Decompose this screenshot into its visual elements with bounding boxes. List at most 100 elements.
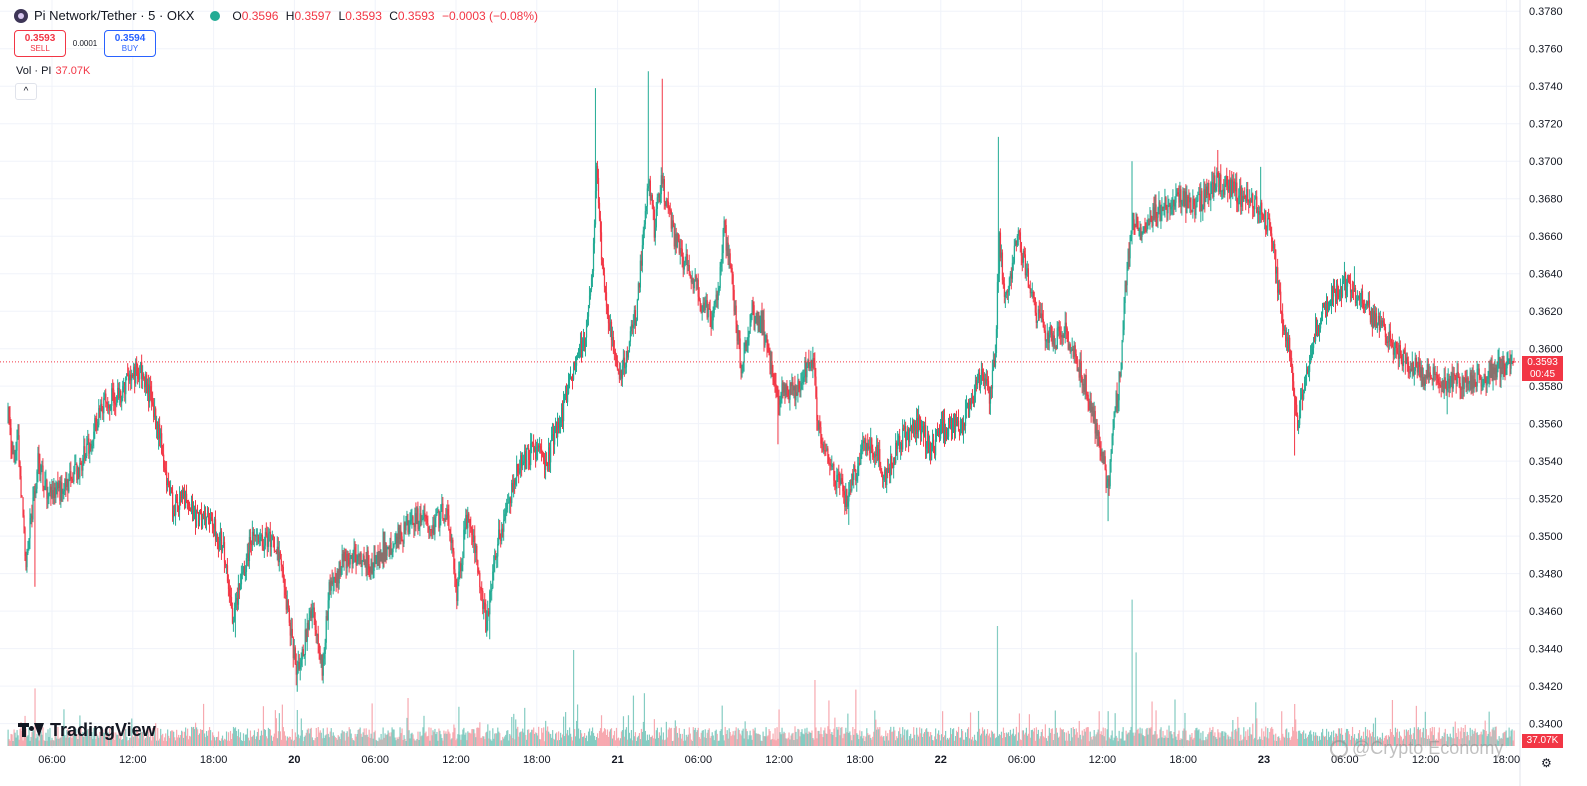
time-tick-label: 06:00	[685, 754, 713, 766]
candle-body	[403, 522, 405, 544]
volume-bar	[61, 733, 63, 746]
candle-body	[1236, 182, 1238, 203]
candle-body	[499, 529, 501, 539]
candle-body	[218, 540, 221, 550]
candle-body	[894, 457, 896, 464]
candle-body	[231, 608, 234, 623]
candle-body	[995, 329, 998, 353]
buy-button[interactable]: 0.3594 BUY	[104, 30, 156, 57]
volume-bar	[1006, 733, 1009, 746]
volume-bar	[1486, 736, 1488, 746]
volume-bar	[819, 733, 821, 746]
candle-body	[1089, 401, 1091, 410]
tradingview-logo[interactable]: TradingView	[18, 720, 156, 741]
candle-body	[921, 429, 923, 435]
candle-body	[1165, 197, 1167, 210]
volume-bar	[1100, 731, 1102, 746]
candle-body	[421, 518, 423, 523]
settings-icon[interactable]: ⚙	[1541, 756, 1552, 770]
volume-bar	[847, 713, 849, 746]
candle-body	[91, 445, 93, 449]
volume-bar	[660, 727, 662, 746]
volume-bar	[234, 727, 237, 746]
candle-body	[275, 551, 277, 554]
volume-bar	[952, 728, 955, 746]
volume-bar	[1428, 738, 1430, 746]
candle-body	[685, 254, 687, 261]
volume-legend[interactable]: Vol · PI 37.07K	[16, 65, 90, 77]
volume-bar	[406, 717, 408, 746]
volume-bar	[781, 727, 783, 746]
candle-body	[169, 484, 171, 495]
candle-body	[839, 479, 841, 485]
volume-bar	[828, 700, 830, 746]
candle-body	[186, 493, 188, 501]
volume-bar	[1141, 728, 1143, 746]
volume-bar	[291, 728, 293, 746]
volume-bar	[97, 735, 99, 746]
candle-body	[1025, 273, 1027, 276]
volume-bar	[633, 736, 636, 746]
candle-body	[453, 551, 455, 570]
candle-body	[1163, 207, 1165, 209]
volume-bar	[582, 736, 585, 746]
candle-body	[1319, 328, 1321, 332]
candle-body	[663, 179, 665, 202]
volume-bar	[379, 739, 381, 746]
volume-bar	[1098, 711, 1100, 746]
candle-body	[201, 513, 204, 528]
candle-body	[897, 441, 899, 450]
collapse-legend-button[interactable]: ^	[15, 83, 37, 100]
candle-body	[126, 373, 128, 377]
candle-body	[998, 232, 1001, 274]
volume-bar	[1436, 740, 1438, 746]
volume-bar	[572, 740, 574, 746]
candle-body	[427, 523, 429, 527]
volume-bar	[1311, 734, 1313, 746]
volume-bar	[1444, 728, 1446, 746]
candle-body	[1411, 361, 1413, 371]
volume-bar	[619, 738, 622, 746]
volume-bar	[1350, 735, 1353, 746]
candle-body	[1432, 367, 1434, 381]
volume-bar	[99, 731, 101, 746]
volume-bar	[1304, 738, 1306, 746]
volume-bar	[1125, 730, 1127, 746]
volume-bar	[246, 728, 249, 746]
candle-body	[1386, 341, 1389, 344]
tradingview-logo-icon	[18, 722, 44, 739]
volume-bar	[373, 732, 375, 746]
volume-bar	[244, 734, 247, 746]
volume-bar	[1381, 732, 1384, 746]
volume-bar	[1162, 730, 1164, 746]
candle-body	[411, 516, 413, 520]
candle-body	[1087, 394, 1089, 403]
volume-bar	[1466, 731, 1468, 746]
volume-bar	[946, 739, 948, 746]
volume-bar	[1424, 711, 1426, 746]
price-tick-label: 0.3600	[1529, 344, 1563, 356]
volume-bar	[209, 730, 212, 746]
volume-bar	[684, 740, 686, 746]
volume-bar	[287, 737, 289, 746]
volume-bar	[610, 728, 613, 746]
volume-bar	[713, 740, 715, 746]
sell-button[interactable]: 0.3593 SELL	[14, 30, 66, 57]
candle-body	[484, 602, 486, 605]
candle-body	[975, 380, 978, 385]
candle-body	[743, 353, 745, 363]
candle-body	[520, 455, 522, 469]
symbol-title[interactable]: Pi Network/Tether · 5 · OKX	[34, 8, 195, 23]
market-status-icon[interactable]	[210, 10, 221, 21]
volume-bar	[682, 740, 684, 746]
volume-bar	[809, 732, 811, 746]
candle-body	[289, 622, 291, 636]
volume-bar	[994, 738, 997, 746]
candle-body	[1504, 368, 1506, 374]
candle-body	[491, 588, 493, 591]
volume-bar	[726, 730, 728, 746]
volume-bar	[475, 737, 477, 746]
volume-bar	[908, 739, 910, 746]
